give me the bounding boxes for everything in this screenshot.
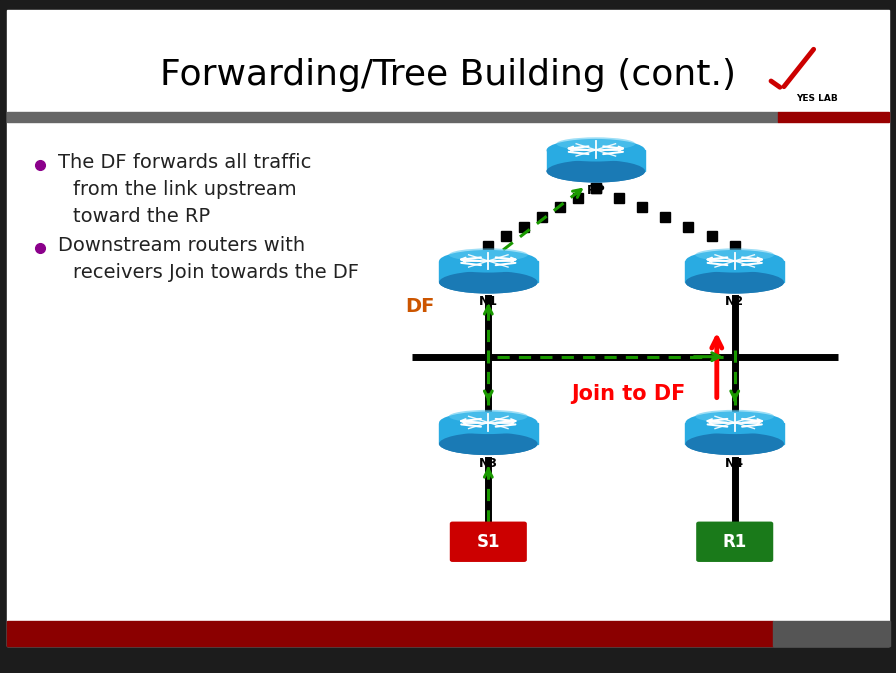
Ellipse shape — [547, 160, 645, 182]
Bar — [7, 621, 773, 646]
Text: The DF forwards all traffic: The DF forwards all traffic — [58, 153, 312, 172]
Polygon shape — [685, 261, 784, 282]
Bar — [778, 112, 889, 122]
Text: N2: N2 — [725, 295, 745, 308]
Ellipse shape — [556, 137, 635, 150]
Ellipse shape — [449, 410, 528, 423]
Ellipse shape — [439, 433, 538, 455]
Ellipse shape — [439, 411, 538, 434]
Text: S1: S1 — [477, 533, 500, 551]
Polygon shape — [685, 423, 784, 444]
Text: DF: DF — [405, 297, 435, 316]
Ellipse shape — [685, 433, 784, 455]
FancyBboxPatch shape — [450, 522, 527, 562]
Ellipse shape — [695, 410, 774, 423]
Ellipse shape — [685, 250, 784, 273]
Ellipse shape — [685, 411, 784, 434]
Ellipse shape — [449, 248, 528, 261]
Text: YES LAB: YES LAB — [797, 94, 838, 103]
Ellipse shape — [685, 271, 784, 293]
Ellipse shape — [439, 433, 538, 455]
Ellipse shape — [547, 160, 645, 182]
Ellipse shape — [547, 139, 645, 162]
Text: Downstream routers with: Downstream routers with — [58, 236, 306, 255]
Ellipse shape — [439, 271, 538, 293]
Text: receivers Join towards the DF: receivers Join towards the DF — [73, 263, 359, 282]
Ellipse shape — [439, 250, 538, 273]
Text: N1: N1 — [478, 295, 498, 308]
Bar — [763, 59, 866, 110]
Ellipse shape — [695, 248, 774, 261]
Bar — [7, 112, 778, 122]
Text: Join to DF: Join to DF — [572, 384, 686, 404]
FancyBboxPatch shape — [696, 522, 773, 562]
Text: from the link upstream: from the link upstream — [73, 180, 297, 199]
Text: R1: R1 — [722, 533, 747, 551]
Text: toward the RP: toward the RP — [73, 207, 211, 226]
Text: N4: N4 — [725, 457, 745, 470]
Text: N3: N3 — [478, 457, 498, 470]
Bar — [773, 621, 890, 646]
Polygon shape — [439, 261, 538, 282]
Text: Forwarding/Tree Building (cont.): Forwarding/Tree Building (cont.) — [160, 59, 736, 92]
Polygon shape — [547, 150, 645, 171]
Ellipse shape — [685, 433, 784, 455]
Text: RP: RP — [587, 184, 605, 197]
Polygon shape — [439, 423, 538, 444]
Ellipse shape — [439, 271, 538, 293]
Ellipse shape — [685, 271, 784, 293]
